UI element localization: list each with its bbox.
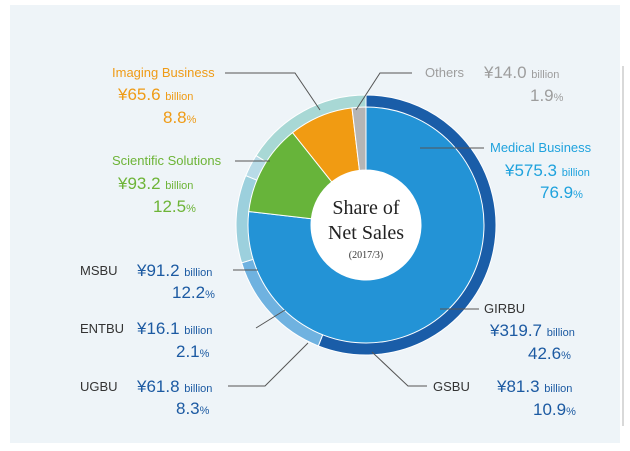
label-others-amount: ¥14.0 billion: [484, 63, 560, 82]
label-scientific-percent: 12.5%: [153, 197, 196, 216]
label-scientific-amount: ¥93.2 billion: [118, 174, 194, 193]
center-subtitle: (2017/3): [349, 250, 383, 261]
leader-line-others: [355, 72, 412, 111]
leader-line-ugbu: [228, 342, 309, 387]
right-edge-line: [622, 66, 624, 426]
label-msbu-percent: 12.2%: [172, 283, 215, 302]
label-ugbu-name: UGBU: [80, 379, 118, 394]
center-title-line-1: Share of: [332, 197, 400, 219]
label-girbu-percent: 42.6%: [528, 344, 571, 363]
label-gsbu-amount: ¥81.3 billion: [497, 377, 573, 396]
label-msbu-amount: ¥91.2 billion: [137, 261, 213, 280]
label-medical-name: Medical Business: [490, 140, 592, 155]
label-entbu-name: ENTBU: [80, 321, 125, 336]
label-others-percent: 1.9%: [530, 86, 564, 105]
leader-line-gsbu: [371, 351, 427, 387]
label-others-name: Others: [425, 65, 465, 80]
label-imaging-name: Imaging Business: [112, 65, 215, 80]
label-gsbu-percent: 10.9%: [533, 400, 576, 419]
label-ugbu-percent: 8.3%: [176, 399, 210, 418]
label-gsbu-name: GSBU: [433, 379, 470, 394]
label-entbu-percent: 2.1%: [176, 342, 210, 361]
leader-line-imaging: [225, 72, 321, 111]
center-title-line-2: Net Sales: [328, 222, 404, 244]
leader-line-entbu: [255, 309, 286, 329]
inner-ring: [247, 106, 485, 344]
label-scientific-name: Scientific Solutions: [112, 153, 222, 168]
label-medical-amount: ¥575.3 billion: [505, 161, 590, 180]
label-entbu-amount: ¥16.1 billion: [137, 319, 213, 338]
label-medical-percent: 76.9%: [540, 183, 583, 202]
center-hole: [311, 170, 421, 280]
label-imaging-percent: 8.8%: [163, 108, 197, 127]
label-girbu-name: GIRBU: [484, 301, 526, 316]
label-msbu-name: MSBU: [80, 263, 118, 278]
label-imaging-amount: ¥65.6 billion: [118, 85, 194, 104]
label-girbu-amount: ¥319.7 billion: [490, 321, 575, 340]
label-ugbu-amount: ¥61.8 billion: [137, 377, 213, 396]
